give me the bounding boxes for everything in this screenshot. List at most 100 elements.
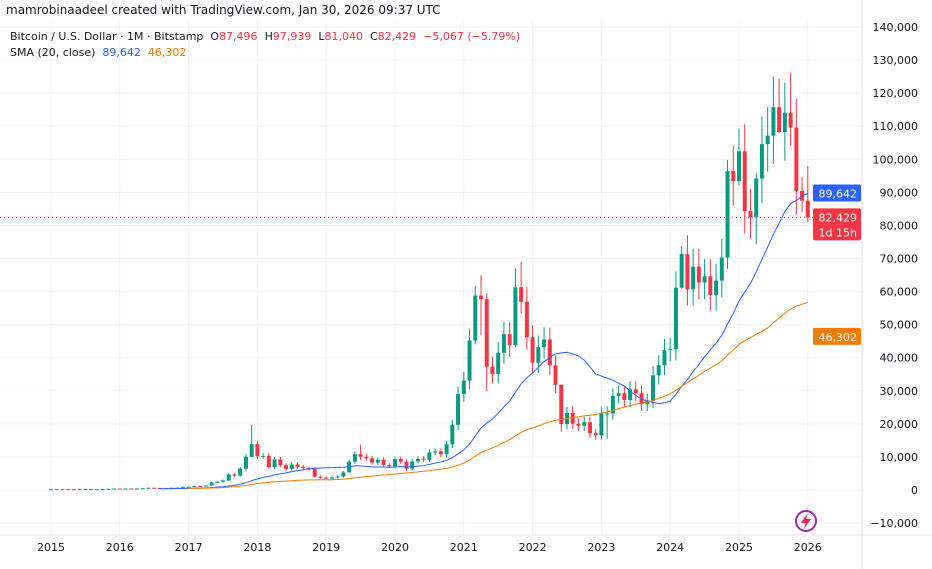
candle-body [375,459,380,463]
sma-legend-row: SMA (20, close) 89,642 46,302 [10,45,520,61]
candle-body [708,276,713,295]
candle-body [140,488,145,490]
candle-body [496,352,501,375]
candle-body [117,488,122,490]
candle-body [456,394,461,425]
candle-body [112,488,117,490]
candle-body [398,459,403,462]
candle-body [679,254,684,288]
sma2-badge [813,327,861,345]
candle-body [559,384,564,425]
candle-body [358,454,363,457]
candle-body [587,422,592,434]
candle-body [232,474,237,476]
candle-body [312,468,317,477]
candle-body [54,489,59,491]
tradingview-lightning-icon [795,510,817,532]
candle-body [484,299,489,367]
candle-body [754,178,759,218]
symbol-title[interactable]: Bitcoin / U.S. Dollar · 1M · Bitstamp [10,30,204,43]
candle-body [146,487,151,489]
candle-body [329,477,334,479]
candle-body [691,266,696,290]
candle-body [519,287,524,302]
x-tick-label: 2017 [175,541,203,554]
sma-title[interactable]: SMA (20, close) [10,46,96,59]
candle-body [765,135,770,145]
candle-body [582,422,587,426]
candle-body [83,489,88,491]
sma1-badge-text: 89,642 [819,188,858,201]
candle-body [186,486,191,488]
candle-body [599,413,604,436]
candle-body [393,459,397,467]
candle-body [794,127,799,192]
sma1-badge [813,184,861,202]
sma1-value: 89,642 [102,46,141,59]
symbol-legend-row: Bitcoin / U.S. Dollar · 1M · Bitstamp O8… [10,30,521,43]
y-tick-label: 50,000 [880,319,919,332]
sma-20-line [159,193,808,490]
candle-body [324,477,329,479]
x-tick-label: 2016 [106,541,134,554]
candle-body [295,464,300,467]
candle-body [100,488,105,490]
candle-body [370,458,375,463]
y-tick-label: 100,000 [873,153,919,166]
candle-body [261,455,266,457]
y-tick-label: 80,000 [880,219,919,232]
candle-body [759,144,764,179]
candle-body [433,451,438,453]
y-tick-label: −10,000 [870,517,918,530]
y-tick-label: 110,000 [873,120,919,133]
y-tick-label: 20,000 [880,418,919,431]
candle-body [180,486,185,488]
candle-body [221,480,225,482]
candle-body [129,488,134,490]
price-badge-text: 1d 15h [819,226,857,239]
candle-body [381,459,386,466]
candle-body [553,365,558,385]
candle-body [536,347,541,363]
candle-body [255,444,260,457]
x-tick-label: 2026 [794,541,822,554]
candle-body [610,395,615,414]
candle-body [450,424,455,445]
y-tick-label: 70,000 [880,253,919,266]
candle-body [71,489,76,491]
candle-body [106,488,111,490]
candle-body [748,211,753,218]
candle-body [542,339,547,348]
candle-body [725,171,730,258]
credit-text: mamrobinaadeel created with TradingView.… [6,3,441,17]
x-tick-label: 2022 [519,541,547,554]
x-tick-label: 2025 [725,541,753,554]
candle-body [289,464,294,469]
x-tick-label: 2018 [243,541,271,554]
candle-body [301,466,306,469]
candle-body [467,340,472,381]
price-badge [813,208,861,241]
y-tick-label: 120,000 [873,87,919,100]
candle-body [668,349,673,351]
candle-body [60,489,65,491]
candle-body [616,393,621,396]
icon-ring [795,510,817,532]
candle-body [714,280,719,295]
candle-body [719,257,724,281]
x-tick-label: 2020 [381,541,409,554]
x-tick-label: 2024 [656,541,684,554]
candle-body [576,423,581,426]
y-tick-label: 140,000 [873,21,919,34]
candle-body [696,266,701,283]
y-tick-label: 40,000 [880,352,919,365]
candle-body [501,334,506,353]
change-value: −5,067 (−5.79%) [423,30,521,43]
candle-body [777,107,782,133]
candle-body [479,295,483,300]
candle-body [737,151,741,182]
candle-body [805,200,810,218]
candle-body [198,486,203,488]
